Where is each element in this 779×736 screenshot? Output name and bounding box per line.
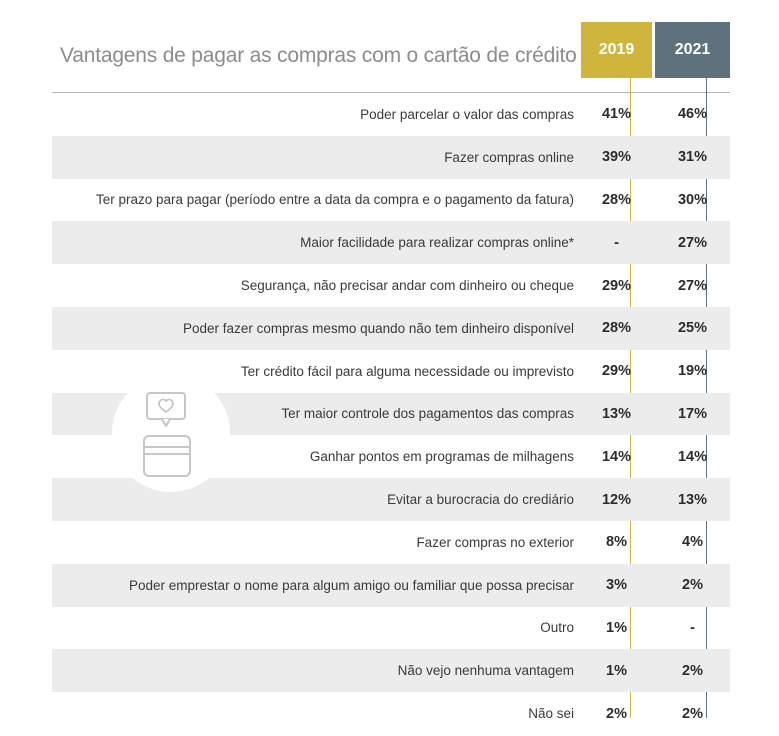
row-label: Poder fazer compras mesmo quando não tem… (183, 320, 574, 336)
value-2021: 25% (677, 320, 708, 337)
value-2019: 1% (606, 619, 627, 636)
value-2021: 4% (682, 534, 703, 551)
value-2019: 29% (601, 363, 632, 380)
table-row: Fazer compras no exterior 8% 4% (52, 521, 730, 564)
row-label: Fazer compras online (444, 149, 574, 165)
table-body: Poder parcelar o valor das compras 41% 46%… (52, 93, 730, 735)
value-2021: 17% (677, 405, 708, 422)
value-2019: 1% (606, 662, 627, 679)
title-underline (52, 92, 730, 93)
column-header-2021: 2021 (655, 22, 730, 78)
table-header: Vantagens de pagar as compras com o cart… (52, 22, 730, 93)
value-2019: 29% (601, 277, 632, 294)
row-label: Ganhar pontos em programas de milhagens (309, 449, 574, 465)
table-row: Ter prazo para pagar (período entre a da… (52, 179, 730, 222)
row-label: Ter crédito fácil para alguma necessidad… (240, 363, 574, 379)
value-2019: 41% (601, 106, 632, 123)
row-label: Não vejo nenhuma vantagem (397, 663, 574, 679)
value-2019: 14% (601, 448, 632, 465)
value-2021: 27% (677, 277, 708, 294)
table-row: Outro 1% - (52, 607, 730, 650)
table-row: Poder parcelar o valor das compras 41% 46% (52, 93, 730, 136)
column-header-2019: 2019 (581, 22, 652, 78)
table-row: Não sei 2% 2% (52, 692, 730, 735)
value-2019: 8% (606, 534, 627, 551)
value-2021: 2% (682, 662, 703, 679)
value-2021: 31% (677, 149, 708, 166)
table-row: Poder fazer compras mesmo quando não tem… (52, 306, 730, 350)
card-with-heart-icon (112, 374, 230, 492)
row-label: Poder emprestar o nome para algum amigo … (129, 577, 574, 593)
row-label: Ter prazo para pagar (período entre a da… (95, 192, 574, 208)
value-2019: 3% (606, 577, 627, 594)
table-row: Evitar a burocracia do crediário 12% 13% (52, 478, 730, 521)
table-row: Segurança, não precisar andar com dinhei… (52, 264, 730, 307)
table-row: Ganhar pontos em programas de milhagens 1… (52, 435, 730, 478)
row-label: Segurança, não precisar andar com dinhei… (240, 278, 574, 294)
chart-title: Vantagens de pagar as compras com o cart… (60, 44, 577, 67)
value-2021: 2% (682, 705, 703, 722)
table-row: Ter crédito fácil para alguma necessidad… (52, 350, 730, 393)
value-2021: 13% (677, 491, 708, 508)
row-label: Não sei (528, 706, 574, 722)
row-label: Evitar a burocracia do crediário (387, 492, 574, 508)
table-row: Fazer compras online 39% 31% (52, 135, 730, 179)
value-2019: - (614, 234, 619, 251)
value-2019: 28% (601, 191, 632, 208)
value-2021: 27% (677, 234, 708, 251)
value-2021: - (690, 619, 695, 636)
value-2019: 12% (601, 491, 632, 508)
value-2019: 2% (606, 705, 627, 722)
value-2021: 14% (677, 448, 708, 465)
value-2019: 39% (601, 149, 632, 166)
value-2021: 46% (677, 106, 708, 123)
value-2021: 30% (677, 191, 708, 208)
value-2019: 13% (601, 405, 632, 422)
row-label: Outro (540, 620, 574, 636)
row-label: Fazer compras no exterior (416, 534, 574, 550)
row-label: Maior facilidade para realizar compras o… (300, 235, 574, 251)
table-row: Maior facilidade para realizar compras o… (52, 221, 730, 265)
table-row: Não vejo nenhuma vantagem 1% 2% (52, 649, 730, 693)
value-2021: 2% (682, 577, 703, 594)
value-2021: 19% (677, 363, 708, 380)
value-2019: 28% (601, 320, 632, 337)
table-figure: Vantagens de pagar as compras com o cart… (52, 22, 730, 735)
table-row: Poder emprestar o nome para algum amigo … (52, 563, 730, 607)
row-label: Poder parcelar o valor das compras (360, 106, 574, 122)
row-label: Ter maior controle dos pagamentos das co… (281, 406, 574, 422)
